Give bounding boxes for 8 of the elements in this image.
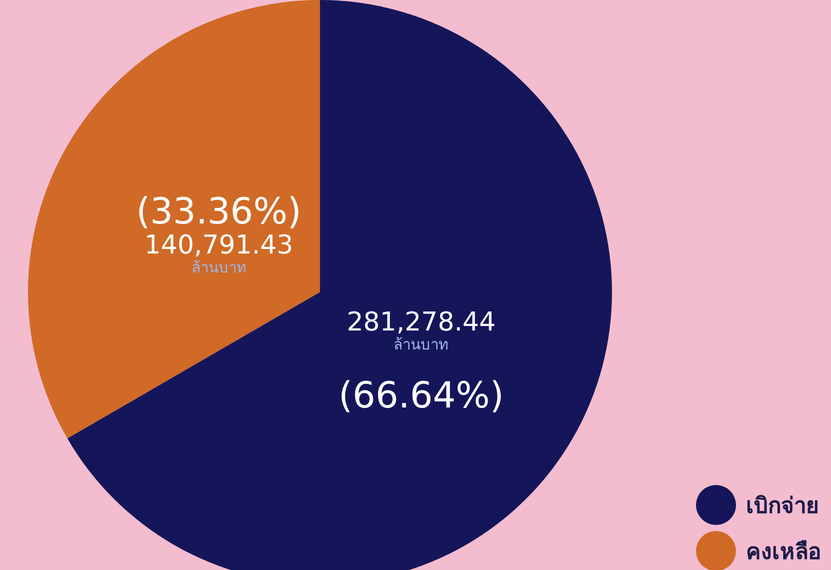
data-label: 140,791.43 xyxy=(144,230,294,261)
text: ล้านบาท xyxy=(191,258,246,277)
data-label: 281,278.44 xyxy=(346,307,496,338)
text: (66.64%) xyxy=(338,375,504,416)
text: ล้านบาท xyxy=(394,335,449,354)
legend-label: เบิกจ่าย xyxy=(746,494,819,519)
legend-label: คงเหลือ xyxy=(746,540,821,565)
text: (33.36%) xyxy=(136,192,302,233)
